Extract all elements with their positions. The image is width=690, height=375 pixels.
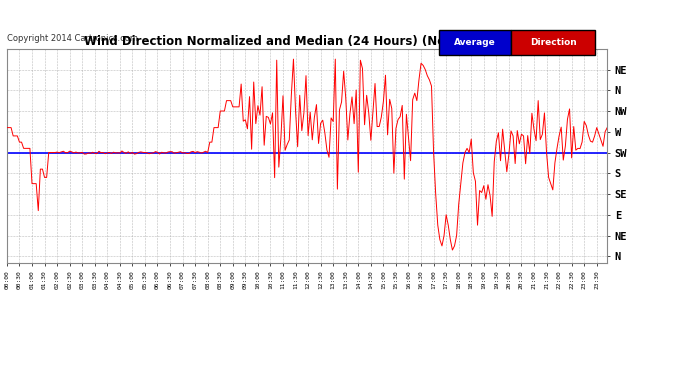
Text: Copyright 2014 Cartronics.com: Copyright 2014 Cartronics.com (7, 34, 138, 43)
Title: Wind Direction Normalized and Median (24 Hours) (New) 20140801: Wind Direction Normalized and Median (24… (83, 34, 531, 48)
FancyBboxPatch shape (439, 30, 511, 55)
FancyBboxPatch shape (511, 30, 595, 55)
Text: Average: Average (454, 38, 496, 47)
Text: Direction: Direction (530, 38, 577, 47)
